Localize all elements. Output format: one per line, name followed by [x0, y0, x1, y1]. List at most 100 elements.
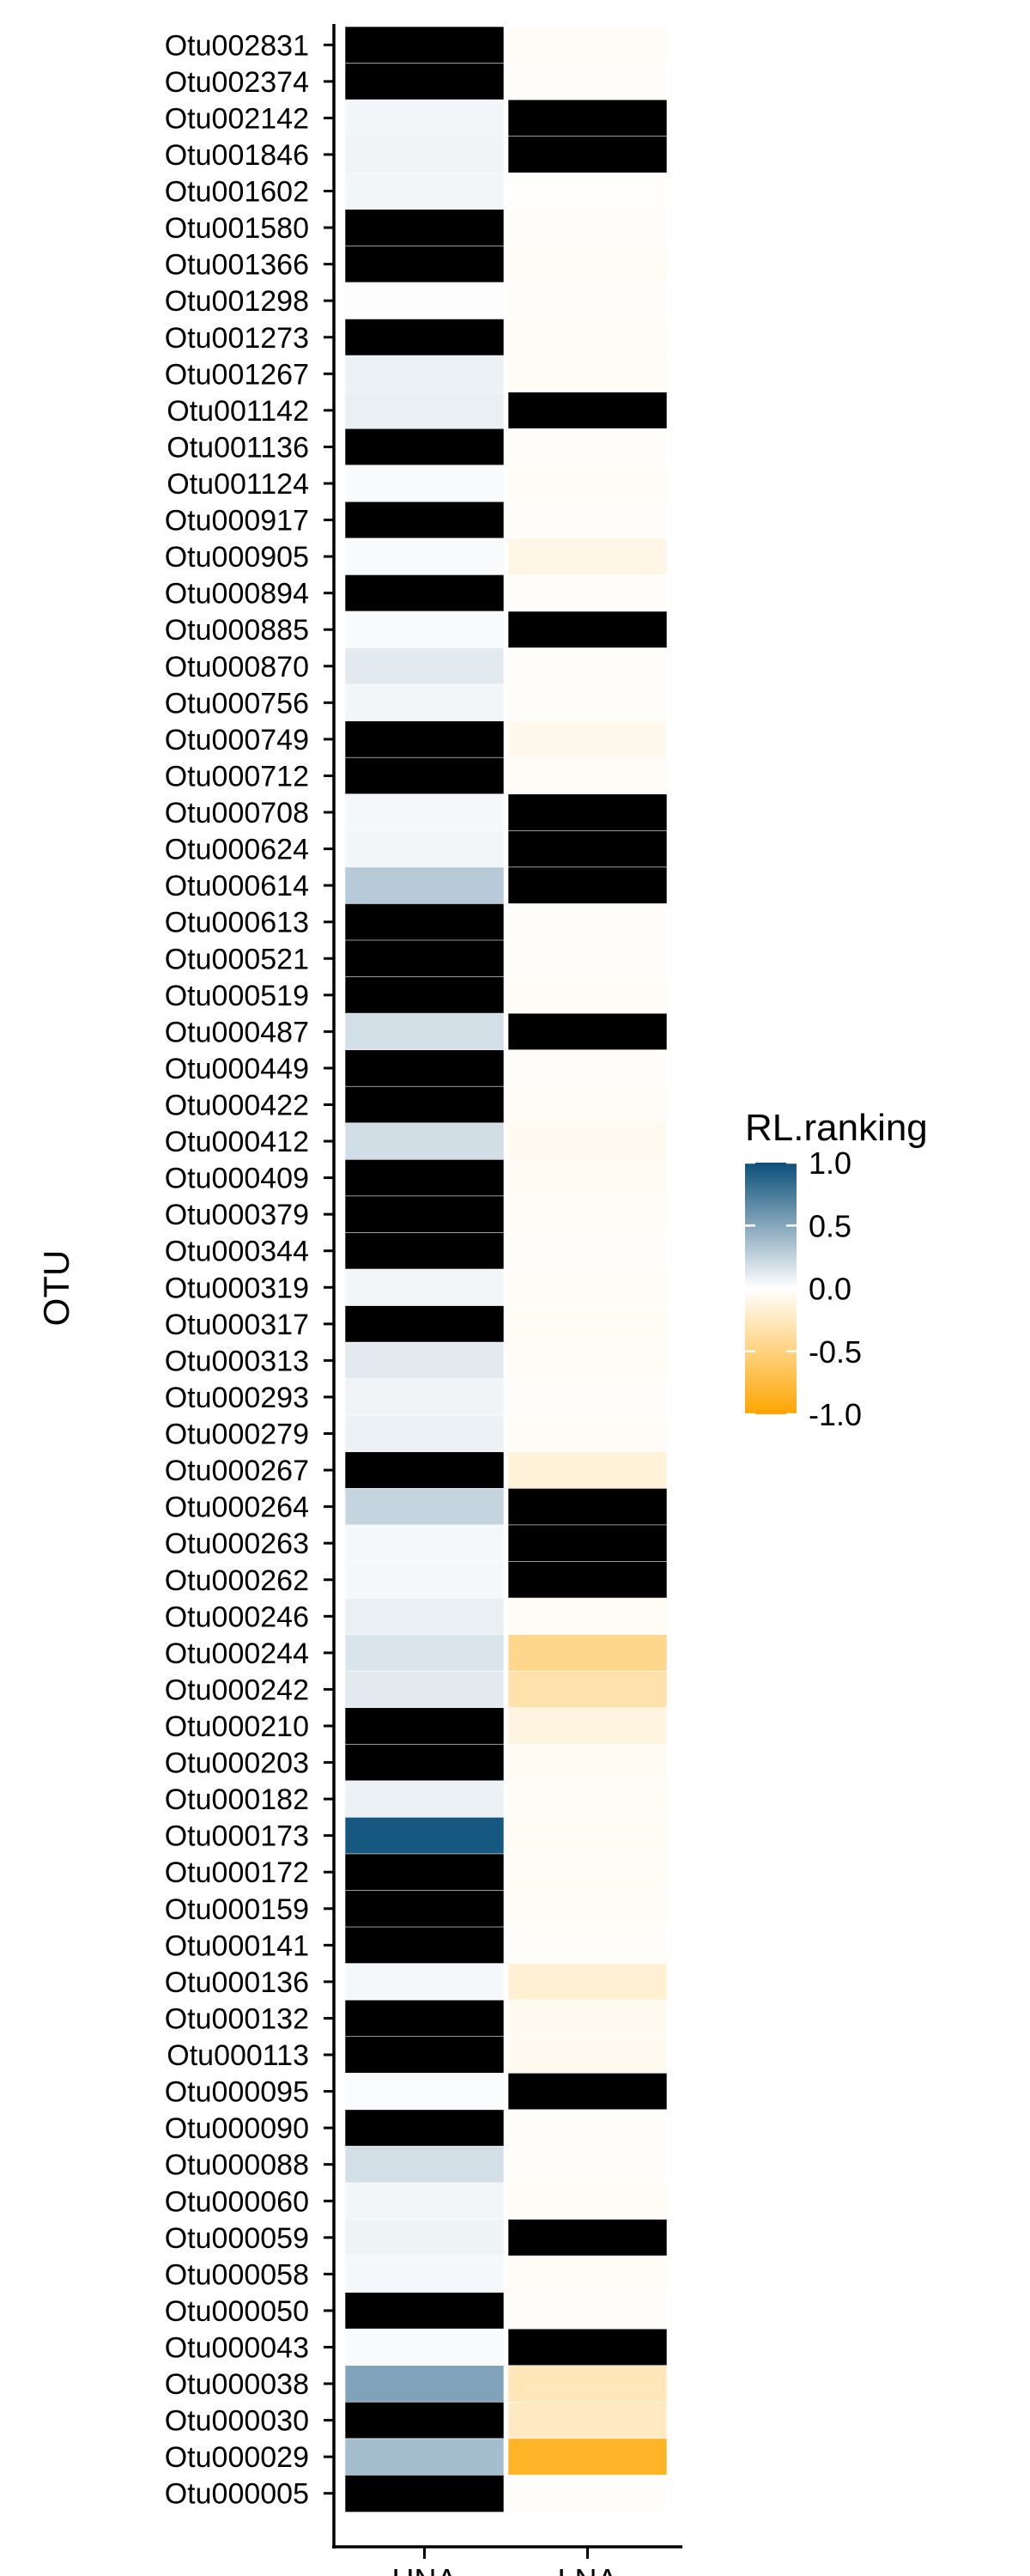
heatmap-cell	[507, 319, 668, 356]
heatmap-cell	[507, 1085, 668, 1124]
y-tick-label: Otu000030	[165, 2405, 309, 2438]
heatmap-cell	[344, 574, 505, 612]
heatmap-cell	[344, 976, 505, 1014]
heatmap-cell	[344, 1890, 505, 1928]
heatmap-cell	[507, 26, 668, 64]
y-tick-label: Otu000113	[167, 2039, 309, 2072]
heatmap-cell	[507, 1268, 668, 1307]
y-tick-label: Otu000262	[165, 1564, 309, 1597]
heatmap-cell	[344, 26, 505, 64]
y-tick-label: Otu000267	[165, 1455, 309, 1487]
y-tick-label: Otu001602	[165, 176, 309, 209]
heatmap-cell	[344, 683, 505, 722]
y-tick-label: Otu002142	[165, 102, 309, 135]
heatmap-cell	[344, 1049, 505, 1088]
heatmap-cell	[344, 1232, 505, 1270]
heatmap-cell	[507, 1743, 668, 1782]
heatmap-cell	[344, 1524, 505, 1563]
heatmap-cell	[344, 2146, 505, 2184]
heatmap-cell	[344, 1999, 505, 2038]
heatmap-cell	[507, 1232, 668, 1270]
heatmap-cell	[507, 2036, 668, 2075]
y-tick-label: Otu000614	[165, 870, 309, 902]
heatmap-cell	[344, 282, 505, 320]
y-tick-label: Otu000422	[165, 1089, 309, 1121]
heatmap-cell	[507, 2328, 668, 2366]
heatmap-cell	[344, 1780, 505, 1819]
heatmap-cell	[507, 1451, 668, 1490]
heatmap-cell	[507, 2292, 668, 2330]
heatmap-cell	[507, 392, 668, 430]
y-tick-label: Otu002374	[165, 66, 309, 99]
heatmap-cell	[507, 2365, 668, 2403]
y-tick-label: Otu000172	[165, 1856, 309, 1889]
y-tick-label: Otu000060	[165, 2185, 309, 2218]
heatmap-cell	[507, 1159, 668, 1197]
x-tick-labels: HNA LNA	[391, 2562, 617, 2576]
heatmap-cell	[507, 1195, 668, 1234]
y-tick-marks	[324, 43, 334, 2495]
heatmap-cell	[507, 574, 668, 612]
y-tick-label: Otu000132	[165, 2002, 309, 2035]
heatmap-cell	[507, 1670, 668, 1709]
heatmap-cell	[344, 501, 505, 539]
y-tick-label: Otu001273	[165, 322, 309, 355]
legend-ticks: 1.0 0.5 0.0 -0.5 -1.0	[745, 1145, 862, 1432]
heatmap-cell	[507, 2072, 668, 2111]
y-tick-label: Otu000319	[165, 1272, 309, 1304]
legend-tick-label: 0.5	[809, 1208, 851, 1243]
heatmap-cell	[344, 1743, 505, 1782]
heatmap-cell	[344, 2475, 505, 2512]
y-tick-label: Otu000136	[165, 1966, 309, 1999]
heatmap-cell	[507, 1707, 668, 1746]
heatmap-cell	[507, 2146, 668, 2184]
heatmap-cell	[507, 1378, 668, 1417]
heatmap-cell	[344, 63, 505, 101]
x-tick-marks	[423, 2547, 589, 2559]
y-tick-label: Otu001846	[165, 139, 309, 172]
heatmap-cell	[344, 1597, 505, 1636]
heatmap-cell	[507, 63, 668, 101]
heatmap-cell	[507, 1049, 668, 1088]
heatmap-cell	[507, 246, 668, 283]
heatmap-cell	[344, 1634, 505, 1673]
heatmap-cell	[507, 2109, 668, 2148]
heatmap-cells	[344, 26, 668, 2512]
legend-tick-label: 0.0	[809, 1272, 851, 1307]
y-tick-label: Otu000246	[165, 1601, 309, 1633]
y-tick-label: Otu001267	[165, 358, 309, 391]
y-tick-label: Otu000870	[165, 651, 309, 683]
heatmap-cell	[344, 1305, 505, 1344]
heatmap-cell	[344, 829, 505, 868]
heatmap-cell	[507, 1012, 668, 1051]
heatmap-cell	[507, 866, 668, 905]
y-tick-label: Otu000264	[165, 1492, 309, 1524]
heatmap-cell	[507, 1817, 668, 1855]
y-tick-label: Otu000487	[165, 1016, 309, 1048]
y-tick-label: Otu000624	[165, 834, 309, 866]
heatmap-cell	[507, 611, 668, 649]
heatmap-cell	[344, 1085, 505, 1124]
y-tick-label: Otu001136	[167, 431, 309, 464]
heatmap-cell	[507, 1634, 668, 1673]
y-tick-label: Otu000059	[165, 2222, 309, 2255]
heatmap-cell	[507, 282, 668, 320]
heatmap-cell	[344, 1963, 505, 2002]
heatmap-cell	[344, 2255, 505, 2293]
heatmap-cell	[344, 355, 505, 393]
heatmap-cell	[344, 1926, 505, 1965]
heatmap-cell	[507, 355, 668, 393]
y-tick-label: Otu000090	[165, 2112, 309, 2145]
legend-title: RL.ranking	[745, 1107, 928, 1149]
heatmap-cell	[344, 1853, 505, 1892]
heatmap-cell	[344, 209, 505, 247]
heatmap-cell	[507, 1414, 668, 1453]
heatmap-cell	[507, 1853, 668, 1892]
heatmap-cell	[344, 2328, 505, 2366]
y-tick-label: Otu000182	[165, 1783, 309, 1816]
x-tick-label: LNA	[557, 2562, 617, 2576]
heatmap-cell	[507, 2402, 668, 2439]
y-tick-label: Otu000293	[165, 1382, 309, 1414]
heatmap-cell	[344, 2182, 505, 2221]
